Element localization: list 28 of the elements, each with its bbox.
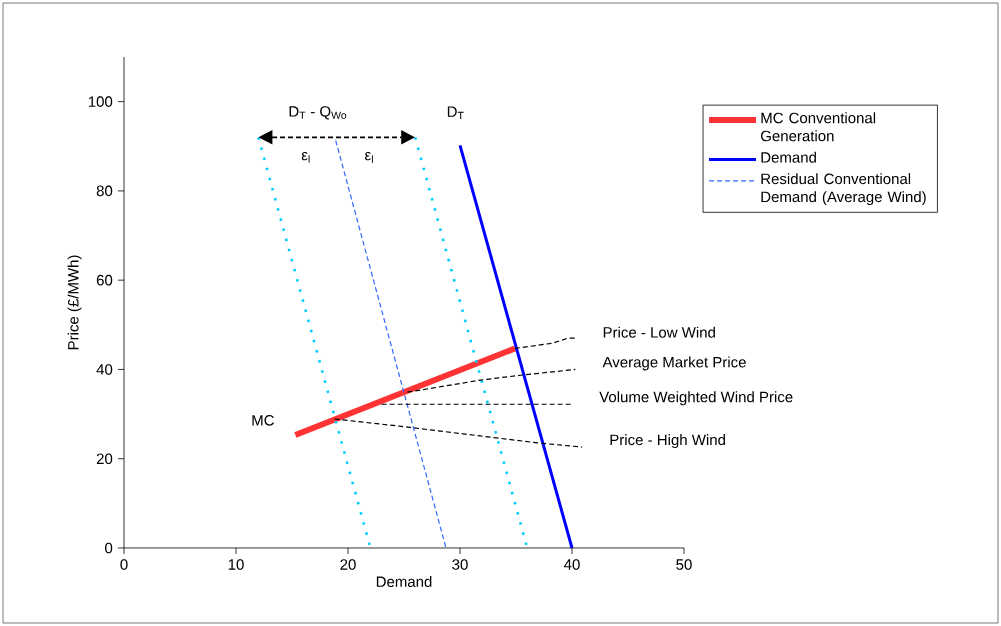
y-tick-label: 60 xyxy=(96,274,113,286)
series-label: Price - High Wind xyxy=(610,434,725,449)
x-tick-label: 0 xyxy=(120,559,128,570)
x-tick-label: 40 xyxy=(564,559,580,570)
annotation: D$_{T}$ - Q$_{Wo}$ xyxy=(289,106,347,120)
series-label: Average Market Price xyxy=(602,356,746,371)
line-series xyxy=(333,418,583,448)
legend-label: MC Conventional Generation xyxy=(760,112,876,142)
series-label: Volume Weighted Wind Price xyxy=(599,391,793,406)
x-tick-label: 50 xyxy=(676,559,692,570)
x-tick-label: 10 xyxy=(228,559,244,570)
y-tick-label: 0 xyxy=(105,542,113,554)
y-tick-label: 40 xyxy=(96,364,113,375)
x-axis-title: Demand xyxy=(376,576,432,588)
legend-label: Residual Conventional Demand (Average Wind) xyxy=(761,173,926,206)
annotation: MC xyxy=(252,415,274,426)
x-tick-label: 20 xyxy=(340,559,356,570)
annotation: ε$_{l}$ xyxy=(365,152,373,163)
annotation: D$_{T}$ xyxy=(447,106,464,120)
series-label: Price - Low Wind xyxy=(603,326,715,338)
y-tick-label: 80 xyxy=(96,185,113,197)
y-tick-label: 100 xyxy=(88,96,113,107)
annotation: ε$_{l}$ xyxy=(301,152,310,163)
y-tick-label: 20 xyxy=(96,453,113,465)
legend-label: Demand xyxy=(761,151,816,163)
y-axis-title: Price (£/MWh) xyxy=(67,255,82,350)
x-tick-label: 30 xyxy=(452,559,468,570)
line-series xyxy=(406,368,576,393)
